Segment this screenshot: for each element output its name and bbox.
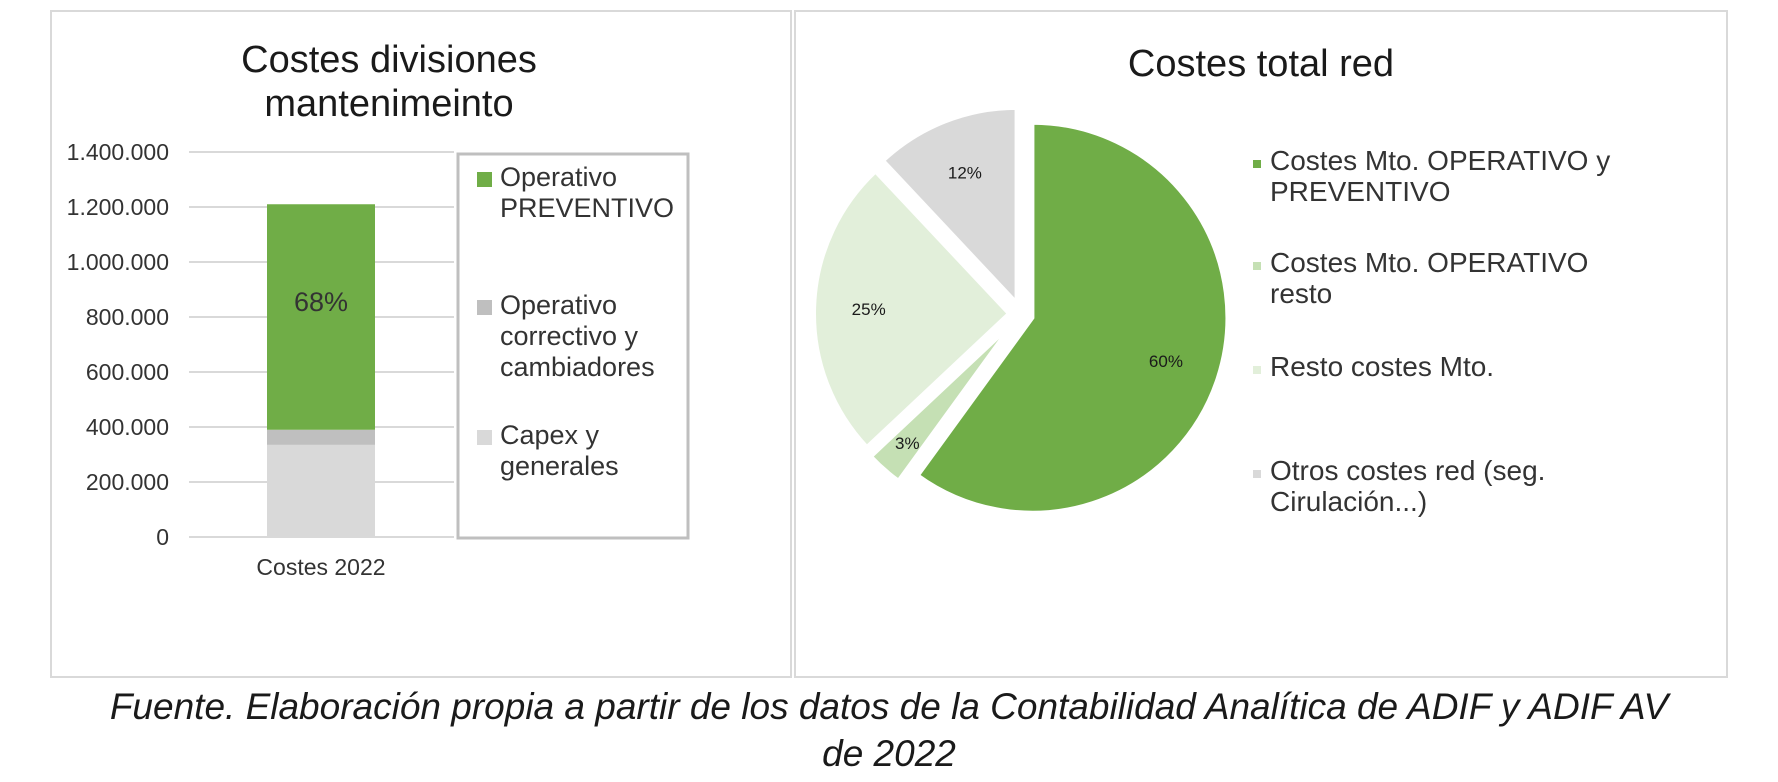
bar-segment [267, 444, 375, 537]
pie-legend-label: Otros costes red (seg. [1270, 455, 1545, 486]
legend-swatch [477, 430, 492, 445]
y-tick-label: 400.000 [86, 414, 169, 440]
pie-legend-label: resto [1270, 278, 1332, 309]
pie-legend-swatch [1253, 262, 1261, 270]
legend-label: Operativo [500, 162, 617, 192]
pie-legend-swatch [1253, 470, 1261, 478]
legend-swatch [477, 300, 492, 315]
y-tick-label: 1.000.000 [67, 249, 169, 275]
caption-line-2: de 2022 [822, 733, 956, 774]
pie-legend-label: Costes Mto. OPERATIVO y [1270, 145, 1610, 176]
y-tick-label: 800.000 [86, 304, 169, 330]
figure-caption: Fuente. Elaboración propia a partir de l… [0, 683, 1778, 777]
pie-slice [914, 120, 1230, 515]
bar-chart-title: mantenimeinto [264, 83, 513, 125]
bar-segment [267, 429, 375, 445]
pie-data-label: 25% [852, 300, 886, 319]
pie-data-label: 60% [1149, 352, 1183, 371]
pie-chart: Costes total red 60% 3% 25% 12% Costes Mto. O… [812, 43, 1610, 517]
pie-legend-swatch [1253, 366, 1261, 374]
caption-line-1: Fuente. Elaboración propia a partir de l… [109, 686, 1669, 727]
legend-swatch [477, 172, 492, 187]
pie-legend-label: Cirulación...) [1270, 486, 1427, 517]
pie-data-label: 12% [948, 163, 982, 182]
y-tick-label: 0 [156, 524, 169, 550]
y-tick-label: 200.000 [86, 469, 169, 495]
legend-label: correctivo y [500, 321, 639, 351]
y-tick-label: 1.200.000 [67, 194, 169, 220]
bar-chart-panel: Costes divisiones mantenimeinto 0 200.000 40… [50, 10, 792, 678]
y-tick-label: 1.400.000 [67, 139, 169, 165]
legend-label: cambiadores [500, 352, 655, 382]
bar-data-label: 68% [294, 287, 348, 317]
pie-slice [812, 168, 1012, 450]
pie-data-label: 3% [895, 434, 920, 453]
pie-slice [868, 321, 1015, 484]
bar-legend-box [456, 152, 690, 540]
pie-legend-swatch [1253, 160, 1261, 168]
legend-label: PREVENTIVO [500, 193, 674, 223]
legend-label: Capex y [500, 420, 600, 450]
pie-legend-label: PREVENTIVO [1270, 176, 1450, 207]
y-tick-label: 600.000 [86, 359, 169, 385]
bar-chart-title: Costes divisiones [241, 39, 537, 81]
bar-segment [267, 204, 375, 430]
legend-label: generales [500, 451, 619, 481]
pie-chart-panel: Costes total red 60% 3% 25% 12% Costes Mto. O… [794, 10, 1728, 678]
pie-chart-title: Costes total red [1128, 43, 1394, 85]
pie-legend-label: Costes Mto. OPERATIVO [1270, 247, 1588, 278]
pie-legend-label: Resto costes Mto. [1270, 351, 1494, 382]
pie-slice [880, 105, 1019, 308]
legend-label: Operativo [500, 290, 617, 320]
x-tick-label: Costes 2022 [256, 554, 385, 580]
